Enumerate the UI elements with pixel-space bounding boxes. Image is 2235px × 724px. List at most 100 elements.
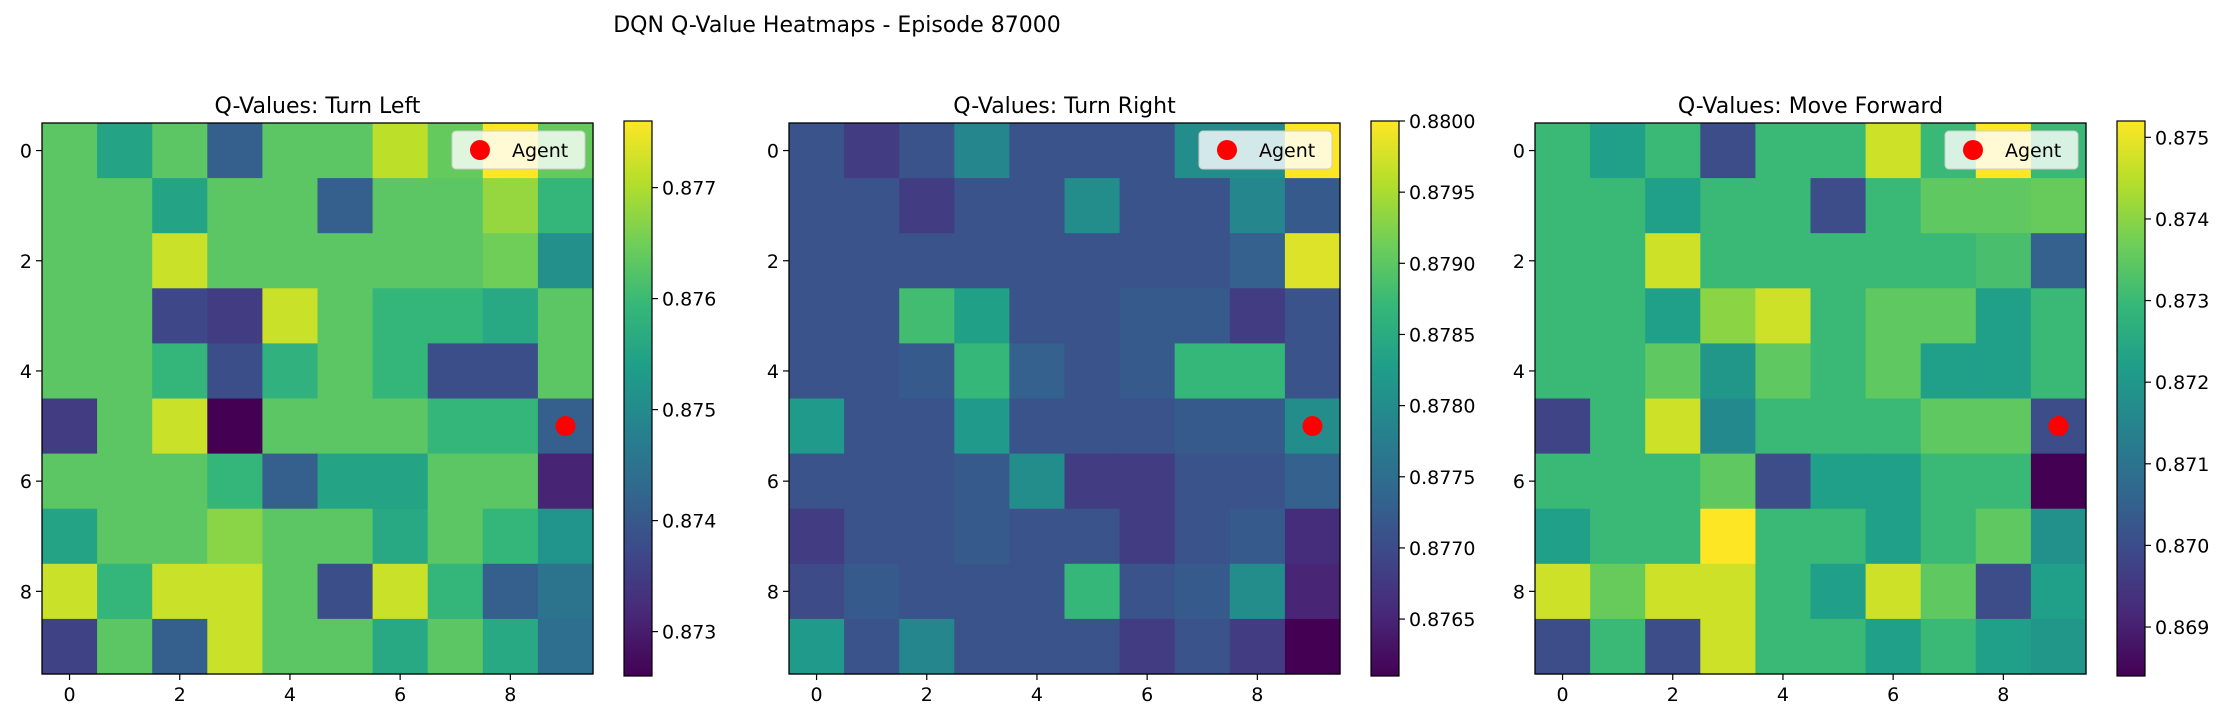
axes-frame: [41, 122, 594, 675]
heatmap-cell: [1590, 508, 1646, 565]
x-tick-label: 0: [64, 684, 76, 706]
heatmap-cell: [207, 618, 263, 675]
heatmap-cell: [1174, 508, 1231, 565]
heatmap-cell: [42, 453, 98, 510]
heatmap-cell: [1174, 288, 1231, 344]
heatmap-cell: [1755, 288, 1812, 344]
heatmap-cell: [262, 618, 319, 675]
colorbar-tick-label: 0.874: [662, 511, 716, 533]
heatmap-cell: [152, 398, 208, 455]
heatmap-cell: [1975, 618, 2032, 675]
heatmap-cell: [899, 563, 955, 620]
heatmap-cell: [1009, 123, 1066, 179]
heatmap-cell: [152, 563, 208, 620]
heatmap-cell: [97, 398, 153, 455]
y-tick-label: 0: [1513, 141, 1525, 163]
heatmap-cell: [317, 453, 374, 510]
y-tick-label: 4: [20, 361, 32, 383]
colorbar: [1370, 120, 1400, 677]
heatmap-cell: [1920, 618, 1977, 675]
heatmap-cell: [42, 618, 98, 675]
heatmap-cell: [1009, 343, 1066, 400]
heatmap-cell: [844, 123, 900, 179]
heatmap-cell: [789, 618, 845, 675]
heatmap-cell: [1700, 618, 1756, 675]
heatmap-cell: [899, 453, 955, 510]
heatmap-cell: [1064, 563, 1121, 620]
heatmap-cell: [152, 123, 208, 179]
heatmap-cell: [844, 563, 900, 620]
heatmap-cell: [789, 453, 845, 510]
axes-frame: [1534, 122, 2087, 675]
heatmap-cell: [207, 178, 263, 234]
heatmap-cell: [954, 508, 1010, 565]
colorbar-tick-label: 0.877: [662, 178, 716, 200]
heatmap-cell: [1645, 508, 1701, 565]
heatmap-cell: [1284, 233, 1341, 289]
heatmap-cell: [899, 233, 955, 289]
heatmap-cell: [152, 233, 208, 289]
heatmap-cell: [1700, 233, 1756, 289]
heatmap-cell: [482, 618, 539, 675]
heatmap-cell: [1865, 178, 1922, 234]
colorbar-tick-label: 0.8790: [1409, 253, 1475, 275]
heatmap-cell: [1810, 343, 1867, 400]
heatmap-cell: [789, 178, 845, 234]
x-tick-label: 2: [921, 684, 933, 706]
heatmap-cell: [537, 343, 594, 400]
heatmap-cell: [1645, 288, 1701, 344]
heatmap-cell: [1920, 343, 1977, 400]
heatmap-cell: [372, 178, 429, 234]
heatmap-cell: [1975, 398, 2032, 455]
heatmap-cell: [537, 563, 594, 620]
heatmap-cell: [317, 398, 374, 455]
x-tick-label: 4: [284, 684, 296, 706]
heatmap-cell: [1865, 453, 1922, 510]
heatmap-cell: [1064, 288, 1121, 344]
panel-title: Q-Values: Turn Left: [215, 94, 421, 119]
colorbar: [2116, 120, 2146, 677]
heatmap-cell: [1920, 563, 1977, 620]
heatmap-cell: [152, 288, 208, 344]
heatmap-cell: [1119, 233, 1176, 289]
y-tick-label: 4: [767, 361, 779, 383]
heatmap-cell: [317, 288, 374, 344]
heatmap-cell: [1645, 123, 1701, 179]
heatmap-cell: [1174, 618, 1231, 675]
colorbar-tick-label: 0.8785: [1409, 324, 1475, 346]
heatmap-cell: [899, 398, 955, 455]
heatmap-cells: [789, 123, 1341, 675]
heatmap-cell: [482, 453, 539, 510]
heatmap-cell: [1229, 398, 1286, 455]
heatmap-cell: [2030, 233, 2087, 289]
heatmap-cell: [1865, 343, 1922, 400]
heatmap-cell: [1229, 288, 1286, 344]
colorbar-tick-label: 0.875: [662, 400, 716, 422]
y-tick-label: 4: [1513, 361, 1525, 383]
heatmap-cell: [1119, 563, 1176, 620]
heatmap-cell: [317, 563, 374, 620]
heatmap-cell: [207, 398, 263, 455]
heatmap-cell: [1810, 178, 1867, 234]
heatmap-cell: [1284, 178, 1341, 234]
heatmap-cell: [1865, 288, 1922, 344]
heatmap-cell: [427, 563, 484, 620]
heatmap-cell: [1535, 563, 1591, 620]
heatmap-cell: [427, 343, 484, 400]
panel-title: Q-Values: Turn Right: [953, 94, 1176, 119]
heatmap-cell: [152, 178, 208, 234]
colorbar-tick-label: 0.8800: [1409, 111, 1475, 133]
heatmap-cell: [207, 288, 263, 344]
heatmap-cell: [1810, 508, 1867, 565]
heatmap-panels: Q-Values: Turn Left 0 2 4 6 8 0 2 4 6 8 Agent 0.873 0…: [20, 94, 2210, 706]
agent-marker: [1302, 416, 1323, 437]
heatmap-cell: [1064, 618, 1121, 675]
heatmap-cell: [372, 233, 429, 289]
heatmap-cell: [1645, 618, 1701, 675]
heatmap-cell: [97, 453, 153, 510]
heatmap-cell: [427, 508, 484, 565]
legend-agent-marker: [1963, 140, 1983, 160]
heatmap-cell: [1865, 233, 1922, 289]
heatmap-cell: [1119, 178, 1176, 234]
